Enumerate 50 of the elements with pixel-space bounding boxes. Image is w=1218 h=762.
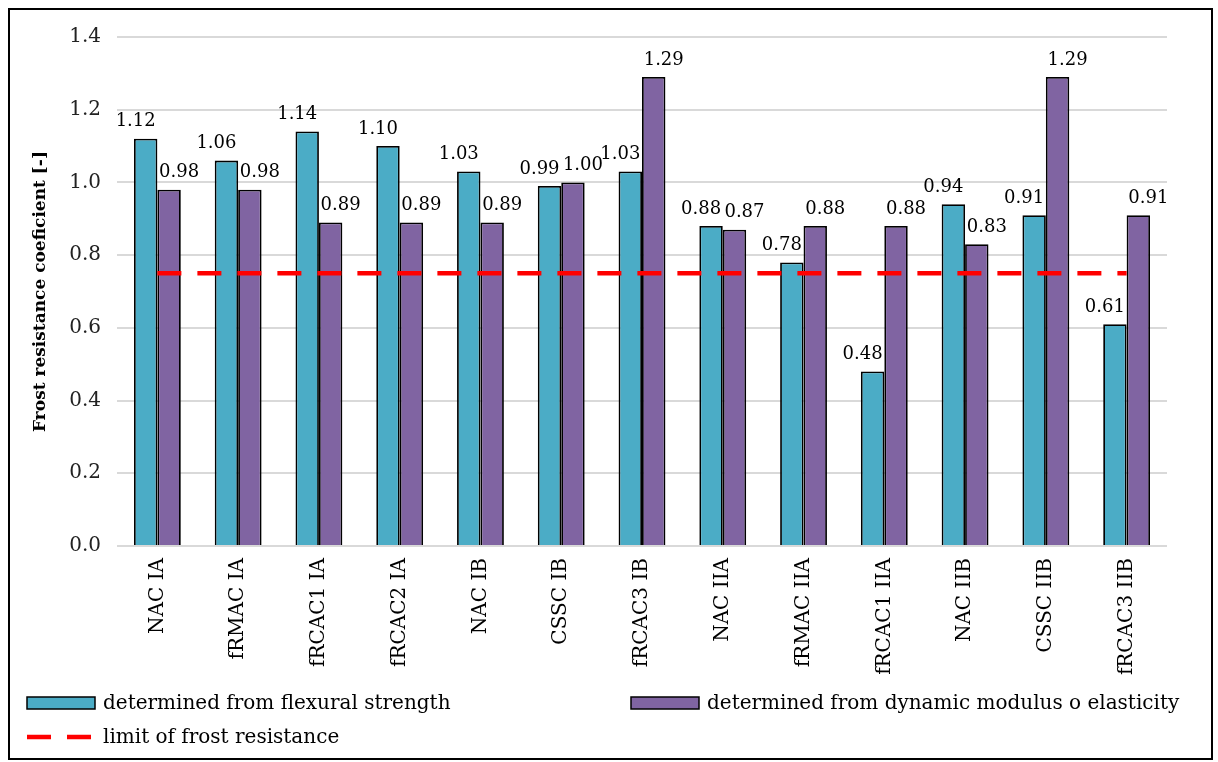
data-label: 1.03 — [438, 142, 479, 164]
data-label: 0.98 — [159, 160, 200, 182]
data-label: 0.94 — [923, 174, 964, 196]
x-tick-label: CSSC IB — [547, 558, 572, 645]
y-tick-label: 1.0 — [69, 168, 101, 193]
x-tick-label: fRCAC3 IIB — [1112, 558, 1137, 676]
x-tick-label: fRMAC IA — [224, 557, 249, 660]
x-tick-label: fRCAC1 IIA — [870, 557, 895, 675]
y-tick-label: 0.8 — [69, 241, 101, 266]
data-label: 0.83 — [966, 214, 1007, 236]
data-label: 0.89 — [482, 193, 523, 215]
data-label: 1.29 — [643, 47, 684, 69]
data-label: 0.88 — [885, 196, 927, 218]
x-tick-label: NAC IIB — [951, 558, 976, 643]
data-label: 1.00 — [562, 153, 603, 175]
data-label: 0.87 — [724, 200, 765, 222]
y-tick-label: 1.4 — [69, 23, 101, 48]
legend-label: determined from flexural strength — [103, 690, 451, 715]
data-label: 0.91 — [1128, 185, 1169, 207]
x-tick-label: NAC IB — [466, 558, 491, 635]
data-label: 0.91 — [1004, 185, 1045, 207]
data-label: 0.98 — [239, 160, 280, 182]
data-label: 0.88 — [681, 196, 722, 218]
x-tick-label: NAC IIA — [708, 557, 733, 642]
x-tick-label: fRCAC3 IB — [628, 558, 653, 668]
data-label: 0.89 — [401, 193, 442, 215]
y-tick-label: 0.6 — [69, 314, 101, 339]
data-label: 0.88 — [805, 196, 846, 218]
data-label: 1.10 — [357, 116, 399, 138]
y-tick-label: 0.4 — [69, 386, 101, 411]
x-tick-label: fRMAC IIA — [789, 557, 814, 668]
data-label: 0.99 — [519, 156, 560, 178]
data-label: 0.61 — [1084, 294, 1125, 316]
y-tick-label: 0.0 — [69, 532, 101, 557]
x-tick-label: NAC IA — [143, 557, 168, 634]
legend-label: limit of frost resistance — [103, 724, 340, 749]
data-label: 1.29 — [1047, 47, 1088, 69]
data-label: 0.89 — [320, 193, 361, 215]
data-label: 0.48 — [842, 342, 883, 364]
data-label: 1.12 — [115, 109, 156, 131]
data-label: 1.06 — [196, 131, 237, 153]
x-tick-label: CSSC IIB — [1032, 558, 1057, 653]
data-label: 1.14 — [277, 102, 318, 124]
y-axis-title: Frost resistance coeficient [-] — [28, 151, 49, 432]
data-label: 0.78 — [761, 233, 802, 255]
legend-label: determined from dynamic modulus o elasticity — [707, 690, 1180, 715]
x-tick-label: fRCAC2 IA — [385, 557, 410, 667]
y-tick-label: 1.2 — [69, 95, 101, 120]
y-tick-label: 0.2 — [69, 459, 101, 484]
x-tick-label: fRCAC1 IA — [305, 557, 330, 667]
